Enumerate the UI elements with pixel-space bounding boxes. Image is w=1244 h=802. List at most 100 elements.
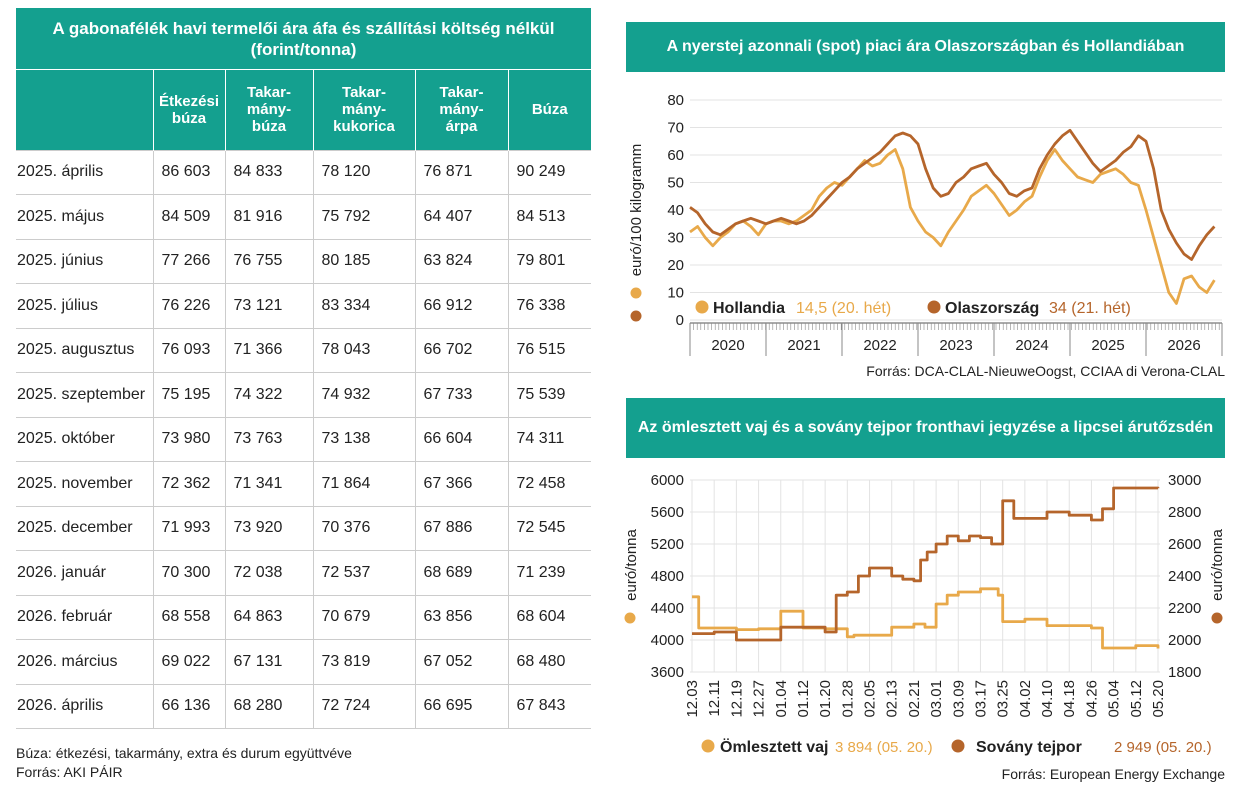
table-cell-price: 71 864 bbox=[312, 461, 415, 506]
table-row: 2025. május 84 509 81 916 75 792 64 407 84 51… bbox=[16, 194, 591, 239]
table-header-5: Búza bbox=[507, 70, 591, 150]
table-cell-price: 78 120 bbox=[312, 149, 415, 195]
y-axis-label: euró/100 kilogramm bbox=[628, 144, 645, 277]
y-tick-label: 50 bbox=[667, 175, 684, 192]
legend-note-olaszorszag: 34 (21. hét) bbox=[1049, 300, 1131, 317]
legend-label-vaj: Ömlesztett vaj bbox=[720, 737, 828, 756]
y-tick-label: 5200 bbox=[651, 536, 684, 553]
table-cell-month: 2026. március bbox=[16, 639, 153, 684]
legend-marker-tejpor bbox=[951, 739, 965, 753]
table-cell-month: 2025. augusztus bbox=[16, 327, 153, 373]
table-cell-price: 64 407 bbox=[414, 194, 508, 239]
table-row: 2026. január 70 300 72 038 72 537 68 689 71 2… bbox=[16, 550, 591, 595]
y-label-marker-right bbox=[1211, 612, 1223, 624]
y-tick-label: 60 bbox=[667, 147, 684, 164]
x-tick-label: 04.02 bbox=[1017, 680, 1034, 718]
table-cell-month: 2025. december bbox=[16, 505, 153, 551]
table-cell-price: 84 509 bbox=[152, 194, 225, 239]
table-cell-price: 81 916 bbox=[224, 194, 313, 239]
legend-label-hollandia: Hollandia bbox=[713, 300, 785, 317]
legend-note-vaj: 3 894 (05. 20.) bbox=[835, 739, 933, 756]
chart1-source: Forrás: DCA-CLAL-NieuweOogst, CCIAA di V… bbox=[866, 363, 1225, 379]
legend-marker-hollandia bbox=[695, 300, 709, 314]
table-cell-month: 2026. április bbox=[16, 683, 153, 729]
table-cell-price: 76 093 bbox=[152, 327, 225, 373]
x-tick-label: 01.12 bbox=[795, 680, 812, 718]
table-cell-price: 67 886 bbox=[414, 505, 508, 551]
legend-label-olaszorszag: Olaszország bbox=[945, 300, 1039, 317]
y2-tick-label: 2400 bbox=[1168, 568, 1201, 585]
table-cell-price: 71 366 bbox=[224, 327, 313, 373]
table-cell-price: 73 138 bbox=[312, 416, 415, 462]
table-footnote: Búza: étkezési, takarmány, extra és duru… bbox=[16, 744, 352, 782]
legend-note-tejpor: 2 949 (05. 20.) bbox=[1114, 739, 1212, 756]
table-cell-month: 2025. november bbox=[16, 461, 153, 506]
y-tick-label: 4800 bbox=[651, 568, 684, 585]
y-tick-label: 0 bbox=[676, 312, 684, 329]
legend-note-hollandia: 14,5 (20. hét) bbox=[796, 300, 891, 317]
y-tick-label: 4400 bbox=[651, 600, 684, 617]
table-cell-price: 76 515 bbox=[507, 327, 591, 373]
table-cell-price: 67 843 bbox=[507, 683, 591, 729]
x-tick-label: 02.13 bbox=[884, 680, 901, 718]
table-cell-price: 68 558 bbox=[152, 594, 225, 640]
table-cell-price: 66 136 bbox=[152, 683, 225, 729]
table-cell-price: 67 052 bbox=[414, 639, 508, 684]
table-header-0 bbox=[16, 70, 153, 150]
table-cell-price: 66 702 bbox=[414, 327, 508, 373]
table-cell-price: 70 679 bbox=[312, 594, 415, 640]
table-cell-price: 73 763 bbox=[224, 416, 313, 462]
table-cell-month: 2025. május bbox=[16, 194, 153, 239]
table-row: 2025. június 77 266 76 755 80 185 63 824 79 8… bbox=[16, 238, 591, 284]
table-cell-price: 72 038 bbox=[224, 550, 313, 595]
table-cell-month: 2025. július bbox=[16, 283, 153, 328]
table-cell-price: 75 195 bbox=[152, 372, 225, 417]
chart2-source: Forrás: European Energy Exchange bbox=[1001, 766, 1225, 782]
y-axis-label-left: euró/tonna bbox=[623, 528, 640, 600]
table-cell-price: 69 022 bbox=[152, 639, 225, 684]
table-cell-price: 79 801 bbox=[507, 238, 591, 284]
series-line-vaj bbox=[692, 587, 1160, 650]
table-row: 2026. február 68 558 64 863 70 679 63 856 68 … bbox=[16, 594, 591, 640]
table-source: Forrás: AKI PÁIR bbox=[16, 764, 123, 780]
x-tick-label: 01.20 bbox=[817, 680, 834, 718]
table-note: Búza: étkezési, takarmány, extra és duru… bbox=[16, 745, 352, 761]
table-cell-price: 76 755 bbox=[224, 238, 313, 284]
table-cell-price: 71 341 bbox=[224, 461, 313, 506]
table-cell-price: 76 338 bbox=[507, 283, 591, 328]
y-tick-label: 4000 bbox=[651, 632, 684, 649]
chart2-title: Az ömlesztett vaj és a sovány tejpor fro… bbox=[626, 398, 1225, 458]
table-cell-month: 2025. október bbox=[16, 416, 153, 462]
chart1-title: A nyerstej azonnali (spot) piaci ára Ola… bbox=[626, 22, 1225, 72]
y-tick-label: 5600 bbox=[651, 504, 684, 521]
table-row: 2025. október 73 980 73 763 73 138 66 604 74 … bbox=[16, 416, 591, 462]
table-cell-price: 66 695 bbox=[414, 683, 508, 729]
table-cell-price: 80 185 bbox=[312, 238, 415, 284]
y2-tick-label: 2600 bbox=[1168, 536, 1201, 553]
y2-tick-label: 2800 bbox=[1168, 504, 1201, 521]
table-cell-price: 75 792 bbox=[312, 194, 415, 239]
x-tick-label: 01.28 bbox=[839, 680, 856, 718]
table-cell-price: 70 376 bbox=[312, 505, 415, 551]
y-tick-label: 40 bbox=[667, 202, 684, 219]
table-row: 2026. március 69 022 67 131 73 819 67 052 68 … bbox=[16, 639, 591, 684]
table-cell-price: 86 603 bbox=[152, 149, 225, 195]
table-cell-price: 72 537 bbox=[312, 550, 415, 595]
x-tick-label: 05.04 bbox=[1106, 680, 1123, 718]
y2-tick-label: 2000 bbox=[1168, 632, 1201, 649]
table-cell-price: 71 993 bbox=[152, 505, 225, 551]
table-header-1: Étkezési búza bbox=[152, 70, 225, 150]
x-tick-label: 05.20 bbox=[1150, 680, 1167, 718]
table-cell-price: 73 980 bbox=[152, 416, 225, 462]
y-tick-label: 20 bbox=[667, 257, 684, 274]
x-tick-label: 2026 bbox=[1167, 337, 1200, 354]
x-tick-label: 2024 bbox=[1015, 337, 1048, 354]
table-cell-price: 72 362 bbox=[152, 461, 225, 506]
series-line-hollandia bbox=[689, 148, 1216, 305]
x-tick-label: 2022 bbox=[863, 337, 896, 354]
table-cell-month: 2025. június bbox=[16, 238, 153, 284]
table-row: 2025. szeptember 75 195 74 322 74 932 67 733… bbox=[16, 372, 591, 417]
x-tick-label: 02.05 bbox=[862, 680, 879, 718]
table-cell-price: 68 280 bbox=[224, 683, 313, 729]
